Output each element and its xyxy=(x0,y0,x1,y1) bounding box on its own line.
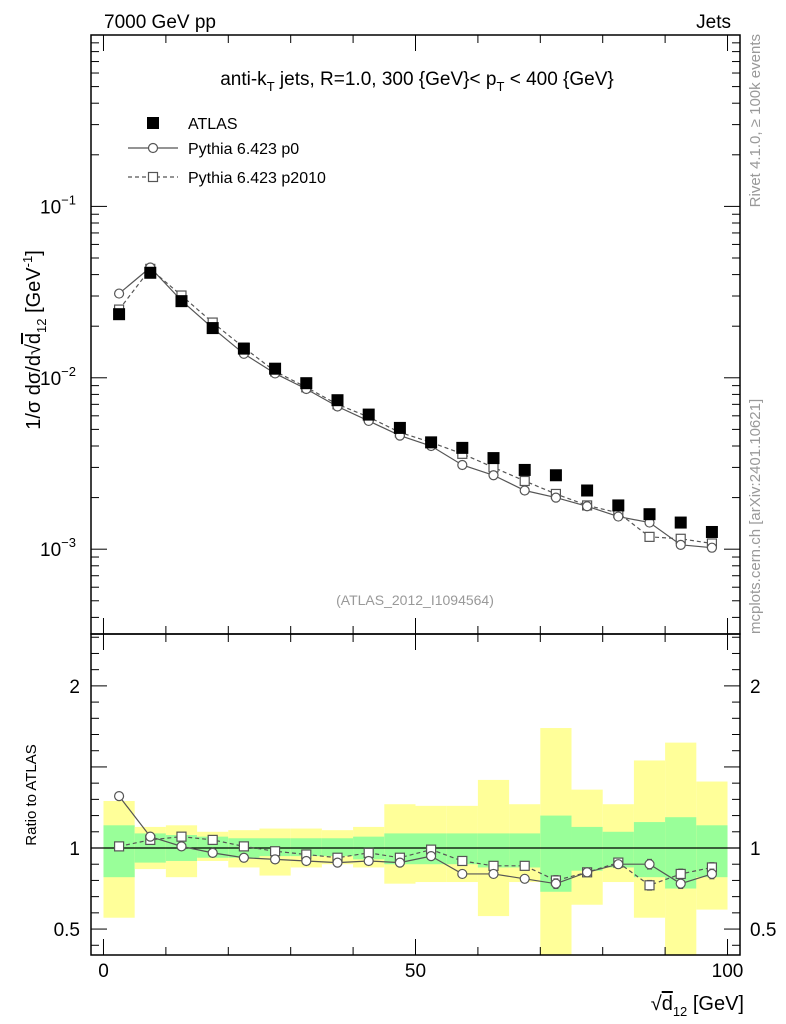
atlas-point xyxy=(612,499,625,512)
ratio-p2010-point xyxy=(519,860,530,871)
legend-atlas-label: ATLAS xyxy=(188,116,238,133)
atlas-point xyxy=(206,322,219,335)
legend-p0-label: Pythia 6.423 p0 xyxy=(188,141,299,158)
ratio-p2010-point xyxy=(176,831,187,842)
p0-point xyxy=(519,485,530,496)
x-tick-label: 50 xyxy=(405,961,426,982)
ratio-p0-point xyxy=(238,852,249,863)
main-panel: 10−1 10−2 10−3 anti-kT jets, R=1.0, 300 {G… xyxy=(20,34,741,635)
legend-p2010-label: Pythia 6.423 p2010 xyxy=(188,170,326,187)
uncertainty-band-inner xyxy=(571,826,603,871)
uncertainty-band-inner xyxy=(290,838,322,857)
analysis-watermark: (ATLAS_2012_I1094564) xyxy=(336,592,494,608)
ratio-p0-point xyxy=(269,854,281,865)
p0-point xyxy=(113,288,125,299)
ratio-y-tick-label: 0.5 xyxy=(54,920,80,941)
ratio-frame xyxy=(90,633,741,956)
legend: ATLAS Pythia 6.423 p0 Pythia 6.423 p2010 xyxy=(128,116,326,187)
header-right: Jets xyxy=(696,12,731,33)
atlas-point xyxy=(393,421,406,434)
atlas-point xyxy=(674,516,687,529)
atlas-point xyxy=(487,452,500,465)
main-y-axis-label: 1/σ dσ/d√d12 [GeV-1] xyxy=(20,250,49,430)
atlas-point xyxy=(300,377,313,390)
ratio-y-axis-label: Ratio to ATLAS xyxy=(23,744,40,845)
atlas-point xyxy=(144,266,157,279)
ratio-p2010-point xyxy=(238,841,249,852)
atlas-point xyxy=(581,484,594,497)
ratio-p0-point xyxy=(176,841,187,852)
p0-point xyxy=(675,539,686,550)
atlas-point xyxy=(175,295,188,308)
ratio-p0-point xyxy=(145,831,156,842)
legend-p0-marker xyxy=(147,142,159,154)
atlas-point xyxy=(518,463,531,476)
ratio-y-tick-label: 1 xyxy=(69,839,80,860)
ratio-p2010-point xyxy=(207,834,218,845)
ratio-y-tick-label-right: 2 xyxy=(750,677,761,698)
x-tick-label: 0 xyxy=(98,961,109,982)
ratio-p2010-point xyxy=(644,880,655,891)
chart-title: anti-kT jets, R=1.0, 300 {GeV}< pT < 400… xyxy=(220,69,614,94)
legend-atlas-marker xyxy=(147,117,159,129)
p0-point xyxy=(613,511,624,522)
legend-p2010-marker xyxy=(147,171,159,183)
ratio-p0-point xyxy=(582,867,593,878)
ratio-y-tick-label: 2 xyxy=(69,677,80,698)
atlas-point xyxy=(362,408,375,421)
ratio-y-tick-label-right: 0.5 xyxy=(750,920,776,941)
uncertainty-band-inner xyxy=(197,836,229,858)
y-tick-label: 10−3 xyxy=(40,535,76,561)
ratio-p0-point xyxy=(207,847,218,858)
ratio-p0-point xyxy=(488,868,499,880)
ratio-p0-point xyxy=(675,878,686,889)
ratio-p0-point xyxy=(519,873,530,884)
y-tick-label: 10−1 xyxy=(40,192,76,218)
atlas-point xyxy=(549,469,562,482)
ratio-p0-point xyxy=(394,857,405,868)
p0-point xyxy=(706,542,718,553)
rivet-label: Rivet 4.1.0, ≥ 100k events xyxy=(747,34,764,207)
x-axis-label: √d12 [GeV] xyxy=(651,993,744,1019)
ratio-p0-point xyxy=(301,855,312,867)
atlas-point xyxy=(643,508,656,521)
x-tick-label: 100 xyxy=(712,961,744,982)
ratio-p0-point xyxy=(332,857,343,868)
ratio-p0-point xyxy=(550,878,562,889)
uncertainty-band-inner xyxy=(321,838,354,857)
ratio-p2010-point xyxy=(457,855,468,867)
ratio-y-tick-label-right: 1 xyxy=(750,839,761,860)
y-tick-label: 10−2 xyxy=(40,364,76,390)
atlas-point xyxy=(705,525,718,538)
atlas-point xyxy=(269,362,282,375)
p2010-point xyxy=(644,531,655,542)
ratio-p2010-point xyxy=(113,841,125,852)
ratio-p0-line xyxy=(118,795,713,885)
p0-point xyxy=(582,501,593,512)
ratio-p0-point xyxy=(613,859,624,870)
atlas-point xyxy=(456,441,469,454)
p0-point xyxy=(488,470,499,481)
ratio-p0-point xyxy=(706,868,718,880)
atlas-point xyxy=(425,436,438,449)
p0-point xyxy=(457,459,468,471)
header-left: 7000 GeV pp xyxy=(104,12,216,33)
atlas-point xyxy=(237,342,250,355)
ratio-p0-point xyxy=(113,791,125,802)
mcplots-label: mcplots.cern.ch [arXiv:2401.10621] xyxy=(747,399,764,634)
ratio-p0-point xyxy=(644,859,655,870)
atlas-point xyxy=(331,394,344,407)
p2010-point xyxy=(519,475,530,487)
p0-point xyxy=(550,492,562,503)
ratio-p2010-point xyxy=(675,868,686,880)
ratio-p2010-line xyxy=(118,836,713,886)
ratio-p0-point xyxy=(457,868,468,880)
ratio-panel: 0 50 100 0.5 0.5 1 1 2 2 Ratio to ATLAS √d12 [Ge… xyxy=(23,633,776,1019)
ratio-p0-point xyxy=(426,851,437,862)
atlas-point xyxy=(113,308,126,321)
ratio-p0-point xyxy=(363,855,374,867)
